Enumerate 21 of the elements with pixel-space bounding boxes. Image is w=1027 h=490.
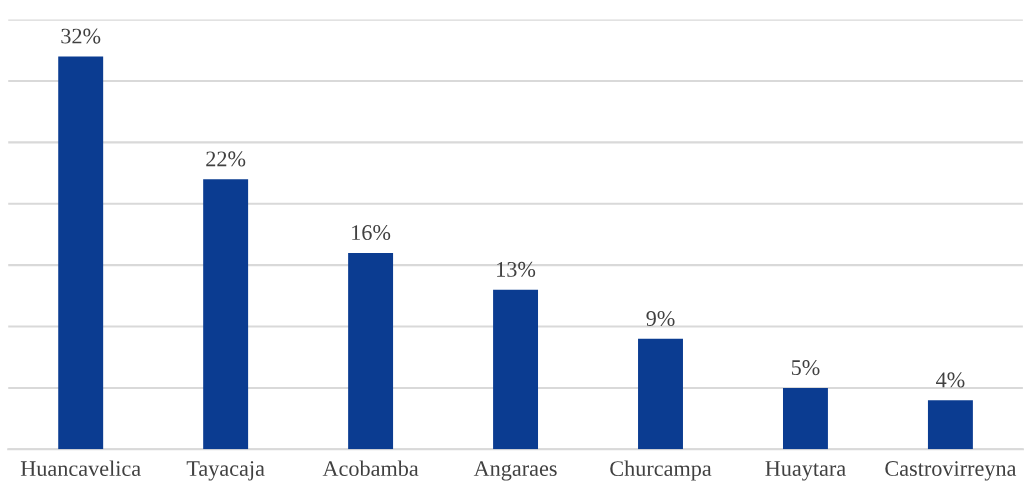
data-label: 4% [936,372,965,388]
bar [58,56,104,450]
bar [927,400,973,450]
x-tick-label: Angaraes [473,461,557,481]
bar [638,338,683,450]
x-tick-label: Acobamba [322,460,419,477]
x-tick-label: Huancavelica [20,460,141,477]
data-label: 13% [497,261,536,277]
data-label: 9% [646,310,675,327]
x-tick-label: Castrovirreyna [885,461,1017,481]
x-tick-label: Tayacaja [186,461,265,481]
data-label: 5% [791,360,820,376]
data-label: 22% [206,151,246,167]
bar [203,179,249,450]
bar [348,252,394,450]
x-tick-label: Churcampa [610,460,712,481]
bar [782,387,828,450]
data-label: 32% [61,28,101,44]
bar [493,289,539,450]
data-label: 16% [352,225,391,241]
x-tick-label: Huaytara [765,461,846,481]
